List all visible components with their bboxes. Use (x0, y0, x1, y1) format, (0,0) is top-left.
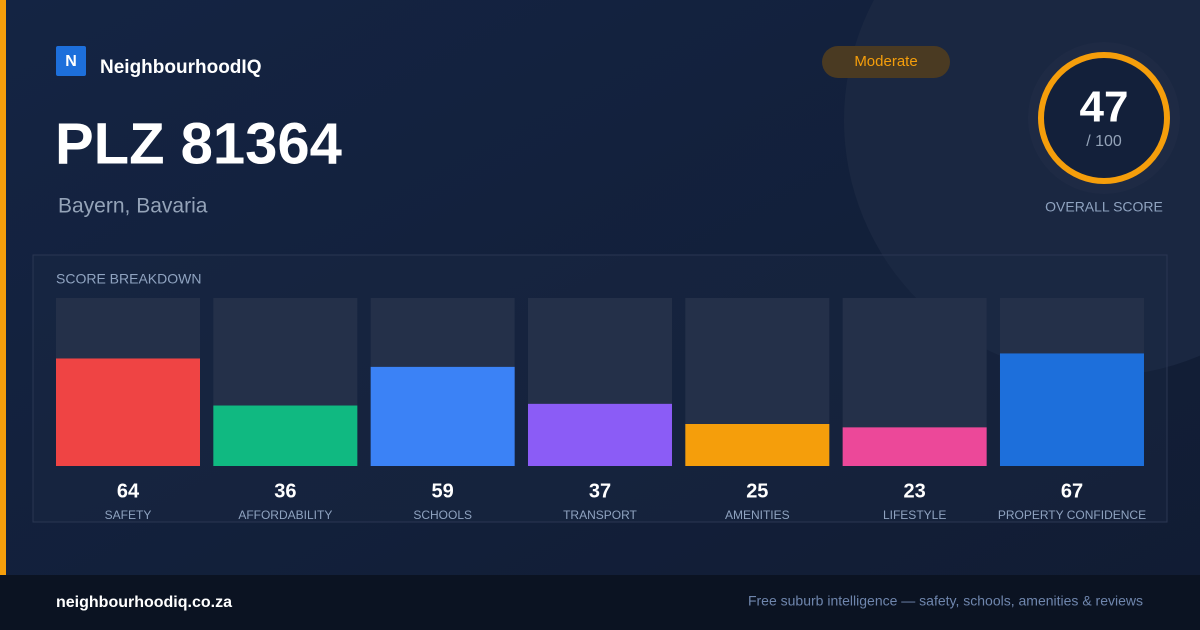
footer (0, 575, 1200, 630)
bar (527, 403, 672, 466)
bar (56, 358, 200, 466)
bar-label: SCHOOLS (413, 508, 472, 522)
footer-tagline: Free suburb intelligence — safety, schoo… (748, 593, 1143, 609)
badge (822, 46, 950, 78)
bar (370, 366, 515, 466)
bar-value: 37 (589, 480, 611, 502)
gauge-ring (1038, 52, 1170, 184)
bar-label: AMENITIES (725, 508, 790, 522)
logo-initial: N (65, 53, 77, 70)
accent-stripe (0, 0, 6, 575)
footer-site: neighbourhoodiq.co.za (56, 594, 232, 611)
bar (685, 424, 830, 466)
bar (213, 405, 358, 466)
badge-text: Moderate (854, 53, 917, 70)
bar-label: LIFESTYLE (883, 508, 946, 522)
bar-value: 23 (904, 480, 926, 502)
bar-value: 36 (274, 480, 296, 502)
bar-label: SAFETY (105, 508, 152, 522)
score-value: 47 (1080, 83, 1129, 132)
bar (842, 427, 987, 466)
bar-value: 64 (117, 480, 140, 502)
title: PLZ 81364 (55, 111, 342, 176)
brand: NeighbourhoodIQ (100, 57, 261, 78)
logo (56, 46, 86, 76)
score-max: / 100 (1086, 133, 1122, 150)
bar-label: TRANSPORT (563, 508, 637, 522)
breakdown-title: SCORE BREAKDOWN (56, 271, 201, 287)
bar-label: AFFORDABILITY (238, 508, 332, 522)
score-label: OVERALL SCORE (1045, 199, 1163, 215)
bar (999, 353, 1144, 466)
bar-label: PROPERTY CONFIDENCE (998, 508, 1146, 522)
bar-value: 67 (1061, 480, 1083, 502)
bar-value: 25 (746, 480, 768, 502)
bar-value: 59 (432, 480, 454, 502)
subtitle: Bayern, Bavaria (58, 195, 208, 218)
